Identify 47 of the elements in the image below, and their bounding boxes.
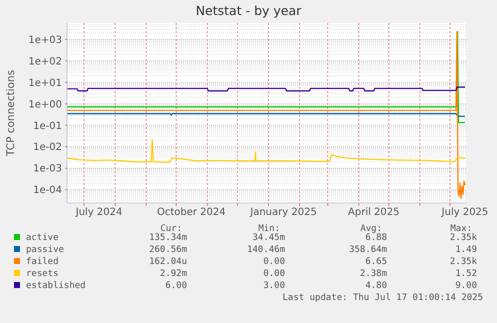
text: Avg: <box>360 224 382 234</box>
y-axis-title: TCP connections <box>5 70 17 158</box>
line-series <box>66 139 466 163</box>
text: 6.88 <box>365 233 387 243</box>
legend-label: passive <box>26 245 64 255</box>
text: Min: <box>258 224 280 234</box>
y-tick-label: 1e-04 <box>33 185 62 196</box>
x-tick-label: July 2024 <box>74 207 122 218</box>
y-tick-label: 1e+01 <box>28 78 62 89</box>
text: 6.00 <box>165 281 187 291</box>
y-tick-label: 1e-03 <box>33 164 62 175</box>
chart-title: Netstat - by year <box>196 3 302 18</box>
text: 260.56m <box>149 245 187 255</box>
text: 3.00 <box>263 281 285 291</box>
text: 1.52 <box>455 269 477 279</box>
text: 0.00 <box>263 257 285 267</box>
y-tick-label: 1e+00 <box>28 99 62 110</box>
y-tick-label: 1e+03 <box>28 34 62 46</box>
text: 9.00 <box>455 281 477 291</box>
x-tick-label: October 2024 <box>156 207 226 218</box>
x-tick-label: April 2025 <box>348 207 400 218</box>
text: 2.35k <box>450 233 478 243</box>
text: 6.65 <box>365 257 387 267</box>
legend-label: active <box>26 233 59 243</box>
text: Last update: Thu Jul 17 01:00:14 2025 <box>282 293 483 303</box>
text: 135.34m <box>149 233 187 243</box>
text: 1.49 <box>455 245 477 255</box>
legend-label: failed <box>26 257 59 267</box>
text: 140.46m <box>247 245 285 255</box>
y-tick-label: 1e-01 <box>33 120 62 132</box>
text: Max: <box>450 224 472 234</box>
y-tick-label: 1e-02 <box>33 142 62 154</box>
text: Cur: <box>160 224 182 234</box>
text: 34.45m <box>252 233 285 243</box>
text: 2.92m <box>160 269 187 279</box>
text: 2.35k <box>450 257 478 267</box>
x-tick-label: January 2025 <box>249 207 317 218</box>
text: 4.80 <box>365 281 387 291</box>
text: 0.00 <box>263 269 285 279</box>
text: 358.64m <box>349 245 387 255</box>
legend-label: resets <box>26 269 59 279</box>
text: 162.04u <box>149 257 187 267</box>
legend-label: established <box>26 281 86 291</box>
y-tick-label: 1e+02 <box>28 56 62 68</box>
line-series <box>66 30 466 199</box>
x-tick-label: July 2025 <box>440 207 488 218</box>
text: 2.38m <box>360 269 387 279</box>
